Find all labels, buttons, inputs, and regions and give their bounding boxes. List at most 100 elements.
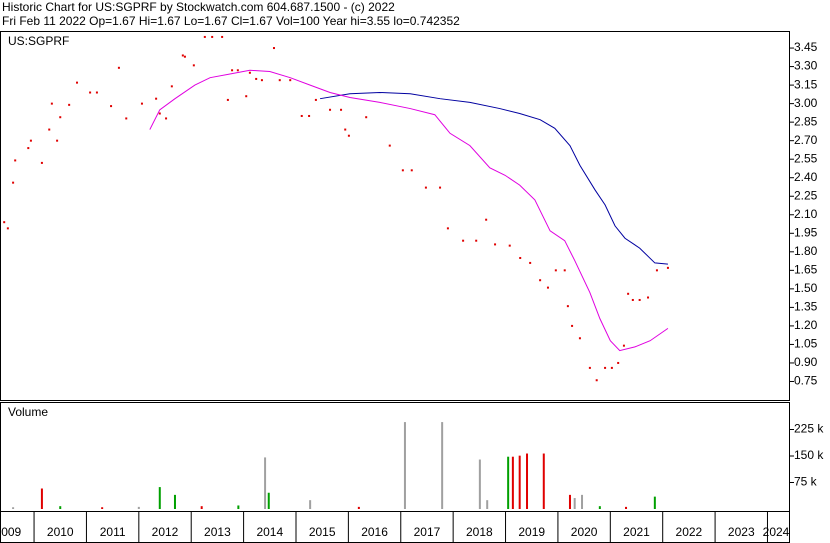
price-point bbox=[203, 35, 206, 38]
volume-bar bbox=[598, 506, 601, 509]
price-point bbox=[508, 244, 511, 247]
price-point bbox=[588, 366, 591, 369]
volume-bar bbox=[526, 453, 529, 509]
price-point bbox=[365, 116, 368, 119]
volume-bar bbox=[173, 494, 176, 509]
x-tick-label: 2023 bbox=[728, 525, 755, 539]
price-point bbox=[248, 71, 251, 74]
x-tick-label: 2018 bbox=[466, 525, 493, 539]
price-point bbox=[89, 91, 92, 94]
y-tick-label: 3.00 bbox=[794, 96, 818, 110]
price-point bbox=[462, 239, 465, 242]
price-point bbox=[410, 169, 413, 172]
price-point bbox=[554, 269, 557, 272]
volume-bar bbox=[581, 494, 584, 509]
price-point bbox=[117, 66, 120, 69]
volume-bar bbox=[478, 459, 481, 509]
price-point bbox=[170, 85, 173, 88]
price-point bbox=[314, 98, 317, 101]
y-tick-label: 2.70 bbox=[794, 133, 818, 147]
volume-bar bbox=[486, 500, 489, 509]
price-point bbox=[95, 91, 98, 94]
volume-bar bbox=[264, 457, 267, 509]
y-tick-label: 225 k bbox=[794, 422, 824, 436]
price-point bbox=[617, 361, 620, 364]
price-point bbox=[192, 64, 195, 67]
price-point bbox=[631, 298, 634, 301]
price-point bbox=[3, 221, 6, 224]
volume-bar bbox=[59, 506, 62, 509]
price-point bbox=[29, 139, 32, 142]
price-point bbox=[14, 159, 17, 162]
x-tick-label: 2024 bbox=[763, 525, 790, 539]
panel-label: Volume bbox=[8, 405, 48, 419]
price-point bbox=[300, 114, 303, 117]
y-tick-label: 1.95 bbox=[794, 225, 818, 239]
price-point bbox=[563, 269, 566, 272]
price-point bbox=[340, 108, 343, 111]
price-point bbox=[329, 108, 332, 111]
price-point bbox=[40, 161, 43, 164]
x-tick-label: 2017 bbox=[414, 525, 441, 539]
y-tick-label: 1.20 bbox=[794, 318, 818, 332]
price-point bbox=[221, 35, 224, 38]
price-point bbox=[158, 112, 161, 115]
x-tick-label: 2012 bbox=[152, 525, 179, 539]
volume-bar bbox=[200, 506, 203, 509]
volume-bar bbox=[357, 506, 360, 509]
y-tick-label: 2.10 bbox=[794, 207, 818, 221]
y-tick-label: 3.15 bbox=[794, 77, 818, 91]
price-point bbox=[27, 147, 30, 150]
price-point bbox=[610, 366, 613, 369]
x-tick-label: 2021 bbox=[623, 525, 650, 539]
volume-bar bbox=[518, 455, 521, 509]
price-point bbox=[140, 102, 143, 105]
price-point bbox=[344, 128, 347, 131]
volume-bar bbox=[653, 496, 656, 509]
price-point bbox=[308, 114, 311, 117]
price-point bbox=[236, 69, 239, 72]
volume-bar bbox=[158, 487, 161, 509]
price-point bbox=[272, 47, 275, 50]
volume-bar bbox=[137, 506, 140, 509]
price-point bbox=[48, 128, 51, 131]
price-point bbox=[439, 186, 442, 189]
price-point bbox=[183, 55, 186, 58]
x-axis-strip bbox=[0, 511, 790, 543]
x-tick-label: 2022 bbox=[676, 525, 703, 539]
volume-bar bbox=[511, 456, 514, 509]
price-point bbox=[604, 366, 607, 369]
price-point bbox=[255, 77, 258, 80]
price-point bbox=[595, 379, 598, 382]
volume-bar bbox=[101, 507, 104, 509]
x-tick-label: 2019 bbox=[518, 525, 545, 539]
x-tick-label: 2011 bbox=[100, 525, 126, 539]
price-point bbox=[647, 296, 650, 299]
price-point bbox=[424, 186, 427, 189]
price-point bbox=[529, 261, 532, 264]
moving-average-line bbox=[320, 92, 668, 265]
price-point bbox=[211, 35, 214, 38]
price-point bbox=[12, 181, 15, 184]
y-tick-label: 1.80 bbox=[794, 244, 818, 258]
price-point bbox=[289, 79, 292, 82]
price-point bbox=[245, 95, 248, 98]
price-point bbox=[278, 79, 281, 82]
y-tick-label: 2.55 bbox=[794, 151, 818, 165]
volume-bar bbox=[237, 505, 240, 509]
price-point bbox=[666, 266, 669, 269]
volume-bar bbox=[309, 500, 312, 509]
price-point bbox=[231, 69, 234, 72]
y-tick-label: 3.30 bbox=[794, 59, 818, 73]
volume-bar bbox=[441, 422, 444, 509]
volume-panel bbox=[0, 402, 790, 512]
volume-bar bbox=[625, 506, 628, 509]
volume-bar bbox=[12, 507, 15, 509]
moving-average-line bbox=[149, 69, 669, 352]
price-point bbox=[226, 98, 229, 101]
price-point bbox=[347, 134, 350, 137]
price-point bbox=[446, 227, 449, 230]
y-tick-label: 150 k bbox=[794, 448, 824, 462]
y-tick-label: 1.05 bbox=[794, 337, 818, 351]
price-point bbox=[76, 81, 79, 84]
